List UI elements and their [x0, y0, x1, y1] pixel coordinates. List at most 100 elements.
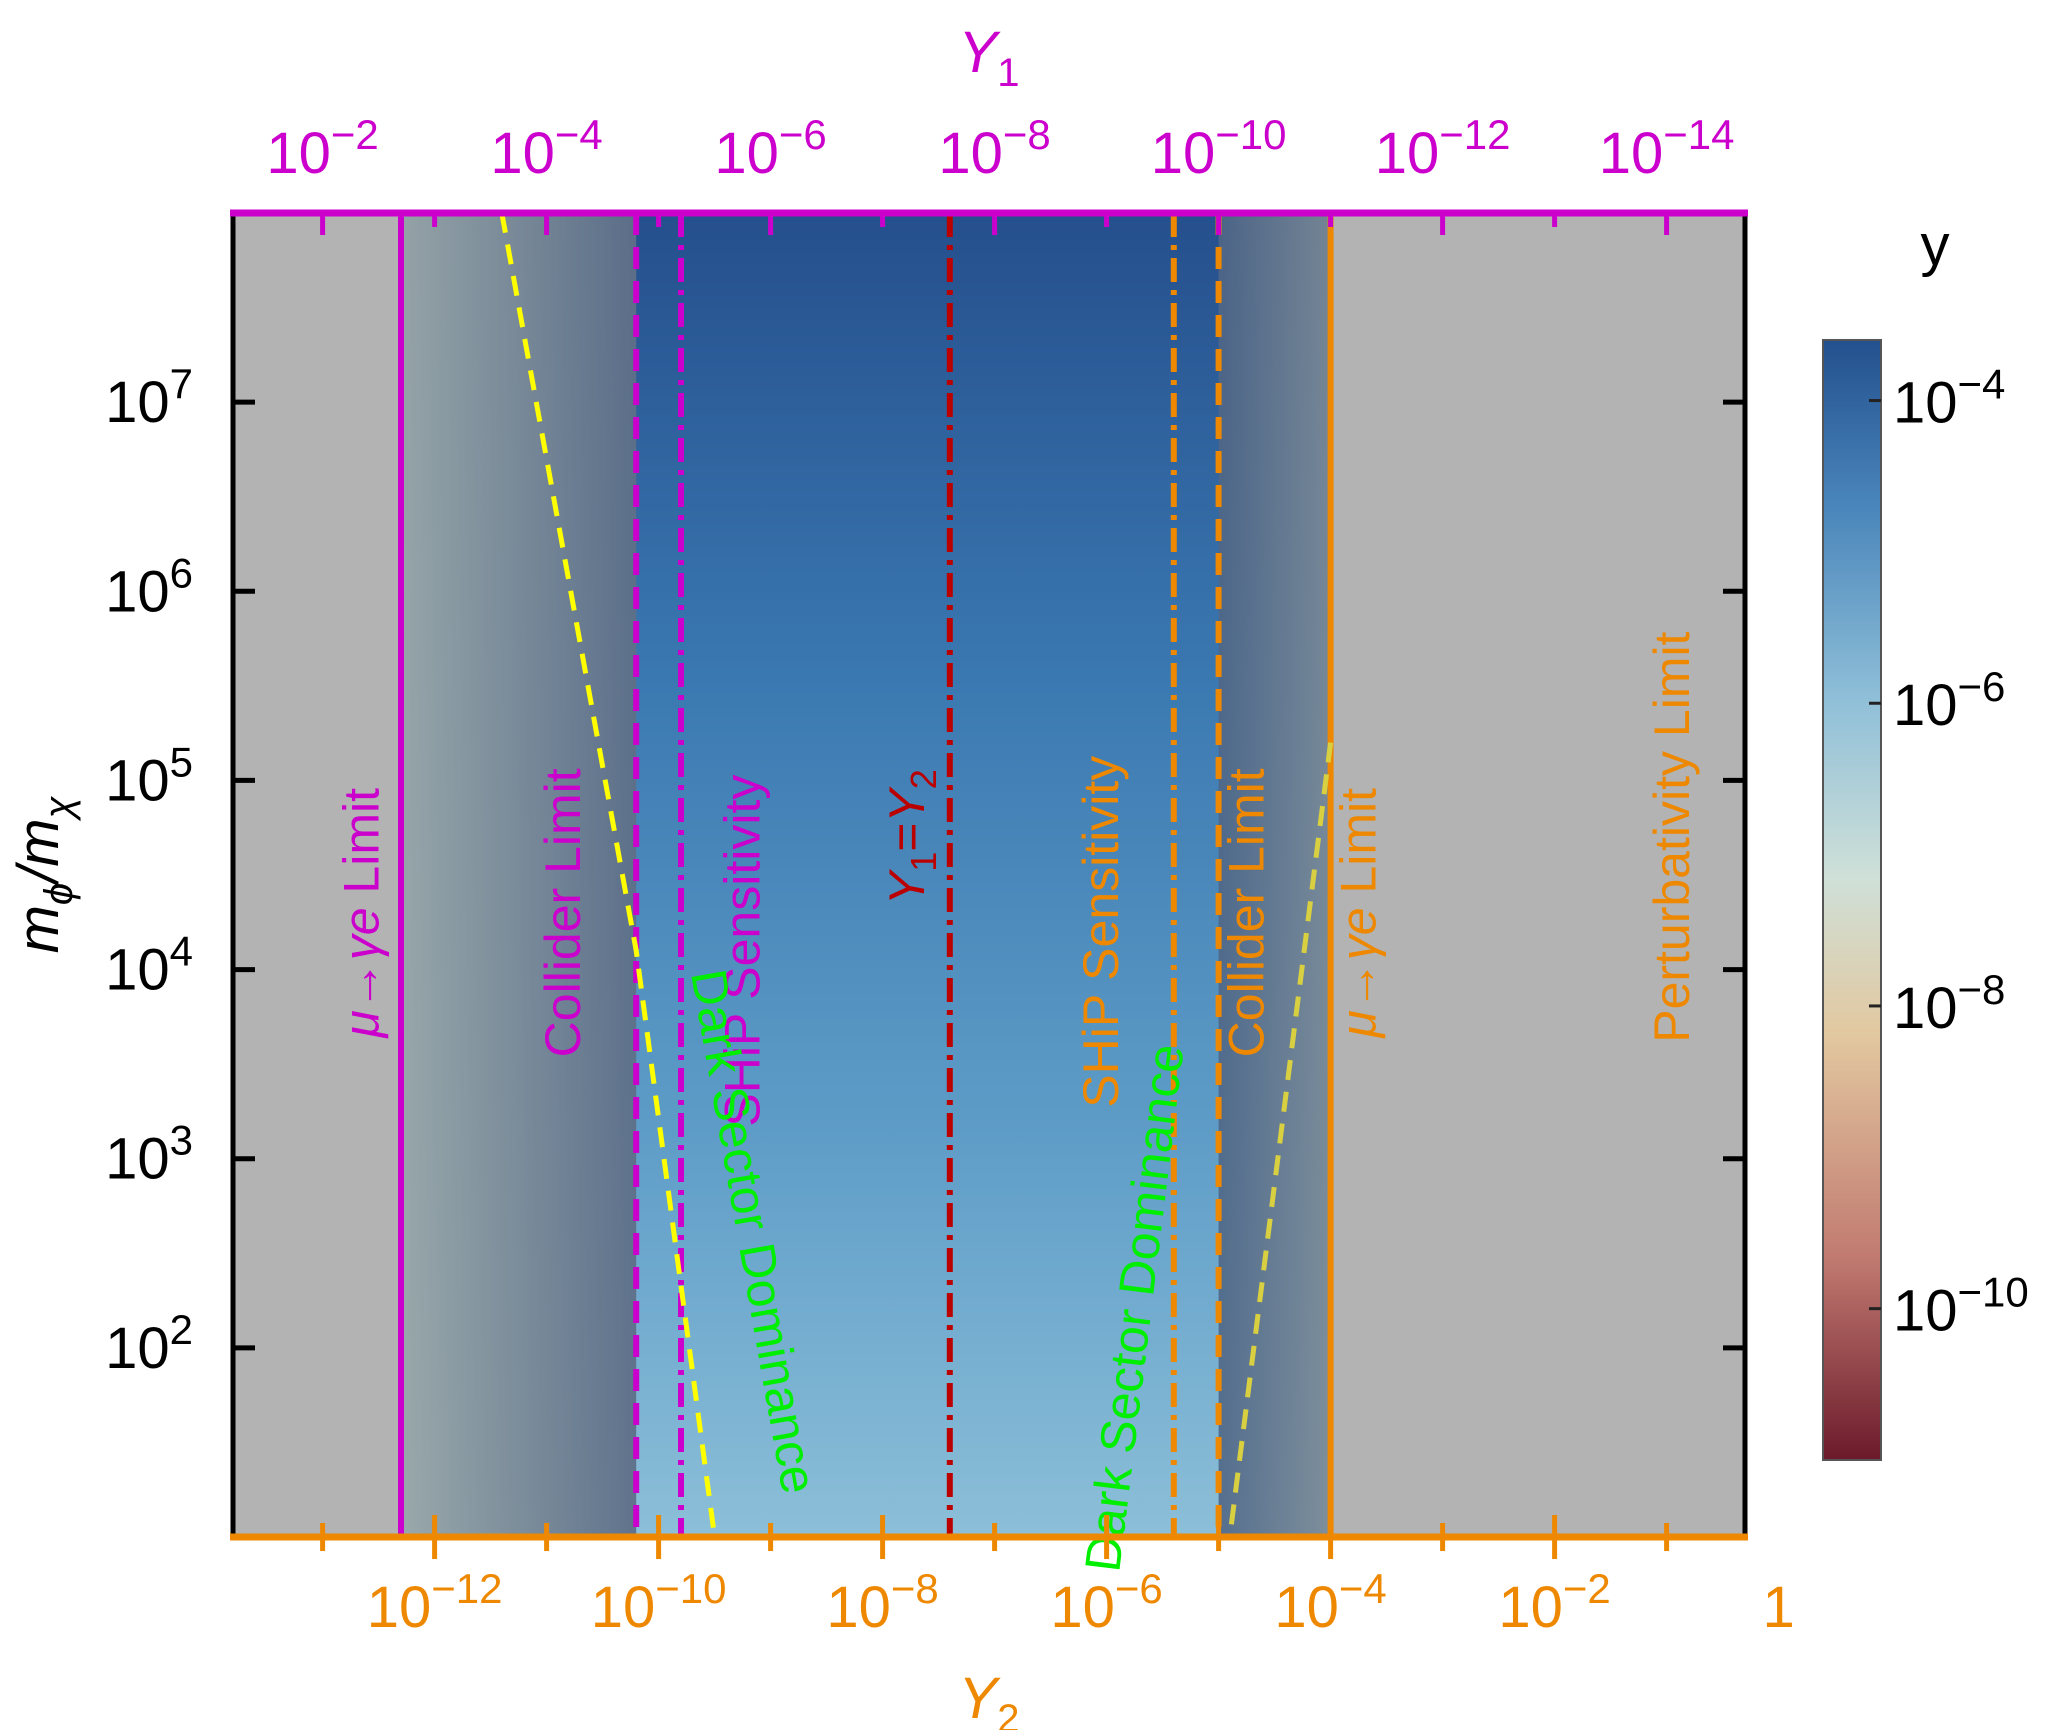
left-tick-label: 104: [105, 928, 193, 1003]
left-tick-label: 105: [105, 738, 193, 813]
left-title-slash: /m: [6, 818, 71, 886]
bottom-tick-label-base: 10: [826, 1575, 891, 1640]
bottom-tick-label-exp: −2: [1563, 1565, 1611, 1612]
colorbar-tick-label-exp: −8: [1958, 966, 2006, 1013]
dark-sector-dominance-left-curve: [499, 213, 718, 1537]
colorbar-tick-label: 10−10: [1893, 1269, 2029, 1344]
mu-gamma-e-limit-y2-region: [1330, 213, 1745, 1537]
bottom-tick-label-base: 10: [367, 1575, 432, 1640]
top-axis-title: Y1: [959, 20, 1020, 95]
top-tick-label-base: 10: [266, 121, 331, 186]
top-tick-label-base: 10: [490, 121, 555, 186]
bottom-tick-label: 10−2: [1498, 1565, 1610, 1640]
bottom-tick-label: 10−8: [826, 1565, 938, 1640]
left-tick-label-base: 10: [105, 1127, 170, 1192]
mu-gamma-e-limit-y1-region: [233, 213, 401, 1537]
colorbar-tick-label-base: 10: [1893, 371, 1958, 436]
left-tick-label-base: 10: [105, 370, 170, 435]
left-tick-label-base: 10: [105, 1316, 170, 1381]
label-ship_right-text: SHiP Sensitivity: [1073, 756, 1129, 1108]
label-mu_right: μ→γe Limit: [1330, 788, 1386, 1040]
top-tick-label-base: 10: [1599, 121, 1664, 186]
top-tick-label-exp: −2: [331, 111, 379, 158]
label-ship_right: SHiP Sensitivity: [1073, 756, 1129, 1108]
left-tick-label-exp: 6: [170, 549, 193, 596]
colorbar-tick-label-base: 10: [1893, 673, 1958, 738]
left-tick-label-exp: 4: [170, 928, 193, 975]
bottom-tick-label-exp: −10: [655, 1565, 726, 1612]
top-tick-label: 10−6: [714, 111, 826, 186]
bottom-tick-label: 10−4: [1274, 1565, 1386, 1640]
label-ship_left: SHiP Sensitivity: [714, 775, 770, 1127]
top-title-sub: 1: [997, 51, 1019, 95]
bottom-tick-label-base: 10: [591, 1575, 656, 1640]
colorbar-tick-label-base: 10: [1893, 1279, 1958, 1344]
bottom-tick-label-base: 10: [1274, 1575, 1339, 1640]
top-title-main: Y: [959, 20, 1002, 85]
colorbar-title: y: [1921, 213, 1950, 278]
eq-sub2: 2: [903, 769, 944, 789]
bottom-tick-label-exp: −8: [891, 1565, 939, 1612]
left-axis-title: mϕ/mχ: [6, 795, 81, 953]
label-mu_left-symbol: μ→γe: [334, 907, 390, 1039]
left-title-m: m: [6, 905, 71, 953]
label-mu_left: μ→γe Limit: [334, 788, 390, 1040]
label-y1-equals-y2: Y1=Y2: [879, 769, 944, 905]
colorbar-tick-label: 10−6: [1893, 663, 2005, 738]
eq-y2: Y: [879, 786, 935, 823]
bottom-title-main: Y: [959, 1666, 1002, 1730]
bottom-title-sub: 2: [997, 1697, 1019, 1730]
top-tick-label-exp: −6: [779, 111, 827, 158]
bottom-tick-label: 1: [1762, 1575, 1794, 1640]
label-collider_right-text: Collider Limit: [1218, 768, 1274, 1057]
bottom-tick-label-base: 10: [1050, 1575, 1115, 1640]
colorbar-tick-label: 10−4: [1893, 361, 2005, 436]
top-tick-label-exp: −14: [1663, 111, 1734, 158]
left-tick-label: 106: [105, 549, 193, 624]
left-tick-label: 102: [105, 1306, 193, 1381]
colorbar-tick-label-exp: −10: [1958, 1269, 2029, 1316]
left-tick-label-exp: 2: [170, 1306, 193, 1353]
bottom-tick-label-exp: −6: [1115, 1565, 1163, 1612]
top-tick-label-exp: −12: [1439, 111, 1510, 158]
top-tick-label-base: 10: [938, 121, 1003, 186]
left-tick-label-exp: 3: [170, 1117, 193, 1164]
left-tick-label-base: 10: [105, 938, 170, 1003]
label-collider_left: Collider Limit: [535, 768, 591, 1057]
left-tick-label-base: 10: [105, 559, 170, 624]
colorbar-gradient: [1822, 339, 1882, 1461]
left-title-phi: ϕ: [37, 883, 81, 905]
left-title-chi: χ: [37, 795, 81, 821]
bottom-axis-title: Y2: [959, 1666, 1020, 1730]
label-collider_right: Collider Limit: [1218, 768, 1274, 1057]
bottom-tick-label: 10−12: [367, 1565, 503, 1640]
bottom-tick-label: 10−10: [591, 1565, 727, 1640]
colorbar-tick-label-exp: −6: [1958, 663, 2006, 710]
left-tick-label-exp: 7: [170, 360, 193, 407]
eq-y1: Y: [879, 868, 935, 905]
colorbar-tick-label-exp: −4: [1958, 361, 2006, 408]
top-tick-label-base: 10: [1375, 121, 1440, 186]
colorbar-tick-label: 10−8: [1893, 966, 2005, 1041]
left-tick-label-base: 10: [105, 748, 170, 813]
label-perturb-text: Perturbativity Limit: [1644, 631, 1700, 1042]
collider-excluded-left: [401, 213, 637, 1537]
colorbar-tick-label-base: 10: [1893, 976, 1958, 1041]
bottom-tick-label-base: 10: [1498, 1575, 1563, 1640]
top-tick-label-base: 10: [1151, 121, 1216, 186]
label-collider_left-text: Collider Limit: [535, 768, 591, 1057]
label-ship_left-text: SHiP Sensitivity: [714, 775, 770, 1127]
label-mu_right-text: Limit: [1330, 788, 1386, 908]
eq-sub1: 1: [903, 852, 944, 872]
top-tick-label: 10−8: [938, 111, 1050, 186]
label-mu_left-text: Limit: [334, 788, 390, 908]
left-tick-label: 103: [105, 1117, 193, 1192]
top-tick-label: 10−14: [1599, 111, 1735, 186]
top-tick-label-exp: −10: [1215, 111, 1286, 158]
top-tick-label: 10−4: [490, 111, 602, 186]
top-tick-label: 10−10: [1151, 111, 1287, 186]
left-tick-label-exp: 5: [170, 738, 193, 785]
left-tick-label: 107: [105, 360, 193, 435]
top-tick-label-exp: −4: [555, 111, 603, 158]
